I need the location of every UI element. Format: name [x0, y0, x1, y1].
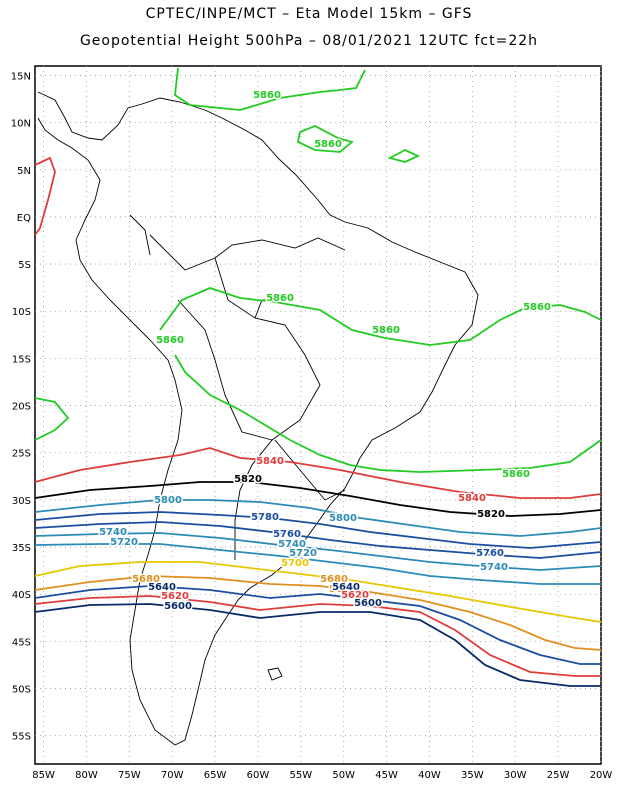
contour-5860-caribbean [296, 125, 421, 163]
contour-label: 5720 [289, 548, 317, 559]
contour-label: 5800 [329, 513, 357, 524]
contour-label: 5860 [156, 335, 184, 346]
contour-5680 [34, 575, 602, 651]
contour-5700 [34, 561, 602, 623]
lat-tick-label: 35S [12, 543, 31, 554]
lon-tick-label: 30W [504, 770, 527, 781]
contour-label: 5640 [148, 582, 176, 593]
falklands [267, 667, 283, 681]
lat-tick-label: 15N [11, 71, 31, 82]
contour-5760 [34, 521, 602, 559]
contour-label: 5660 [329, 584, 357, 595]
contour-label: 5620 [341, 590, 369, 601]
contour-5660 [34, 585, 601, 665]
contour-label: 5640 [332, 582, 360, 593]
contour-label: 5780 [251, 512, 279, 523]
contour-label: 5860 [372, 325, 400, 336]
contour-label: 5600 [164, 601, 192, 612]
contour-label: 5860 [502, 469, 530, 480]
contour-labels: 5860 5860 5860 5860 5860 5860 5860 5840 5840 5820… [98, 89, 553, 614]
contour-5860-west [34, 397, 70, 441]
coastlines [37, 91, 479, 746]
contour-5860-north [174, 67, 366, 111]
lon-tick-label: 60W [247, 770, 270, 781]
contour-label: 5680 [320, 574, 348, 585]
map-frame [34, 65, 602, 765]
contour-5860-central [159, 287, 602, 346]
south-america-coast [37, 91, 479, 746]
lat-tick-label: 25S [12, 449, 31, 460]
lon-tick-label: 50W [332, 770, 355, 781]
lat-tick-label: 50S [12, 685, 31, 696]
graticule-grid [35, 66, 602, 764]
lon-tick-label: 85W [32, 770, 55, 781]
height-contours [34, 67, 602, 687]
contour-label: 5760 [476, 548, 504, 559]
contour-label: 5720 [110, 537, 138, 548]
contour-5820 [34, 481, 602, 517]
lon-tick-label: 55W [290, 770, 313, 781]
contour-5720 [34, 543, 601, 585]
lat-tick-label: 15S [12, 354, 31, 365]
contour-label: 5680 [132, 574, 160, 585]
contour-label: 5740 [480, 562, 508, 573]
axis-ticks: 15N 10N 5N EQ 5S 10S 15S 20S 25S 30S 35S 40S 45S 50S 5… [11, 71, 613, 781]
lon-tick-label: 20W [590, 770, 613, 781]
contour-5860-south [174, 354, 602, 473]
lon-tick-label: 65W [204, 770, 227, 781]
contour-label: 5820 [477, 509, 505, 520]
contour-label: 5860 [266, 293, 294, 304]
contour-5620 [34, 603, 601, 687]
lat-tick-label: 55S [12, 732, 31, 743]
lat-tick-label: EQ [17, 213, 31, 224]
lat-tick-label: 5N [17, 166, 31, 177]
lat-tick-label: 5S [18, 260, 31, 271]
contour-label: 5740 [278, 539, 306, 550]
contour-label: 5840 [256, 456, 284, 467]
chart-subtitle: Geopotential Height 500hPa – 08/01/2021 … [79, 33, 539, 49]
lat-tick-label: 10S [12, 307, 31, 318]
contour-label: 5600 [354, 598, 382, 609]
contour-5840 [34, 447, 602, 499]
lon-tick-label: 45W [375, 770, 398, 781]
lon-tick-label: 80W [75, 770, 98, 781]
chart-title: CPTEC/INPE/MCT – Eta Model 15km – GFS [145, 6, 473, 22]
lon-tick-label: 25W [547, 770, 570, 781]
contour-5640 [34, 595, 601, 677]
contour-label: 5740 [99, 527, 127, 538]
contour-label: 5860 [314, 139, 342, 150]
lon-tick-label: 35W [461, 770, 484, 781]
contour-label: 5620 [161, 591, 189, 602]
contour-5800 [34, 499, 602, 537]
contour-label: 5860 [523, 302, 551, 313]
lat-tick-label: 20S [12, 402, 31, 413]
contour-label: 5800 [154, 495, 182, 506]
lat-tick-label: 40S [12, 590, 31, 601]
contour-label: 5840 [458, 493, 486, 504]
contour-5840-west [34, 156, 56, 236]
lon-tick-label: 40W [418, 770, 441, 781]
lat-tick-label: 30S [12, 496, 31, 507]
contour-5780 [34, 511, 602, 549]
lat-tick-label: 10N [11, 119, 31, 130]
contour-5740 [34, 532, 602, 571]
lat-tick-label: 45S [12, 637, 31, 648]
contour-label: 5760 [273, 529, 301, 540]
contour-label: 5860 [253, 90, 281, 101]
contour-label: 5700 [281, 558, 309, 569]
lon-tick-label: 75W [118, 770, 141, 781]
contour-label: 5820 [234, 474, 262, 485]
lon-tick-label: 70W [161, 770, 184, 781]
